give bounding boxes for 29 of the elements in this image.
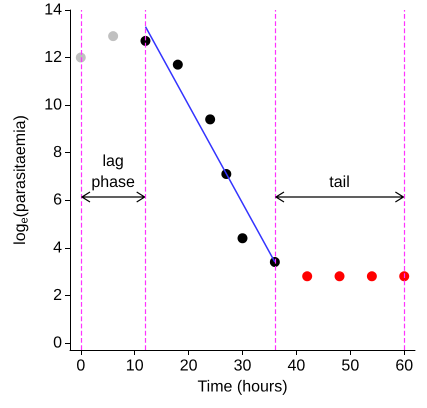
point bbox=[334, 271, 345, 282]
y-axis-title: loge(parasitaemia) bbox=[12, 115, 30, 245]
x-tick-label: 20 bbox=[180, 358, 198, 374]
point bbox=[76, 52, 86, 63]
y-tick-label: 8 bbox=[53, 144, 62, 162]
point bbox=[205, 114, 216, 124]
annotation: tail bbox=[328, 173, 351, 193]
point bbox=[302, 271, 312, 282]
x-tick-label: 50 bbox=[341, 358, 360, 374]
y-tick-label: 2 bbox=[53, 286, 62, 304]
point bbox=[172, 60, 183, 70]
y-tick-label: 6 bbox=[53, 192, 62, 209]
x-tick-label: 60 bbox=[395, 358, 414, 374]
y-tick-label: 14 bbox=[44, 2, 62, 18]
point bbox=[399, 271, 410, 282]
point bbox=[108, 31, 118, 42]
x-tick-label: 30 bbox=[234, 358, 252, 374]
point bbox=[366, 271, 377, 282]
annotation: lag phase bbox=[90, 152, 136, 193]
point bbox=[238, 233, 248, 244]
y-tick-label: 0 bbox=[53, 334, 62, 352]
y-tick-label: 10 bbox=[44, 96, 62, 114]
x-tick-label: 40 bbox=[288, 358, 306, 374]
point bbox=[140, 36, 150, 46]
x-axis-title: Time (hours) bbox=[197, 378, 288, 396]
x-tick-label: 0 bbox=[76, 358, 86, 374]
y-tick-label: 12 bbox=[44, 49, 62, 66]
y-tick-label: 4 bbox=[53, 239, 62, 256]
x-tick-label: 10 bbox=[126, 358, 144, 374]
